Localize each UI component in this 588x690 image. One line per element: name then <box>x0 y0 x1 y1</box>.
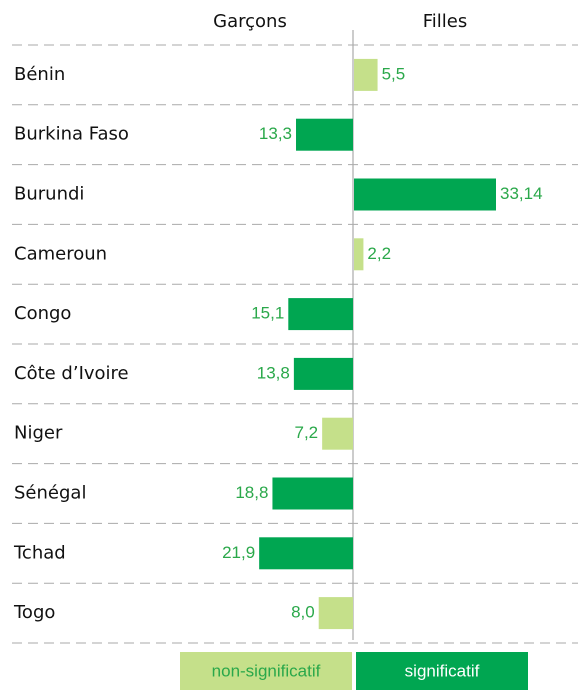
series-header: Garçons <box>213 11 287 32</box>
bar <box>272 477 353 510</box>
series-header: Filles <box>423 11 468 32</box>
value-label: 7,2 <box>295 423 319 442</box>
category-label: Niger <box>14 423 63 444</box>
value-label: 21,9 <box>222 543 255 562</box>
bar <box>293 357 353 390</box>
bar <box>354 58 378 91</box>
category-label: Sénégal <box>14 483 86 504</box>
legend-swatch <box>180 652 352 690</box>
legend-swatch <box>356 652 528 690</box>
legend-label: non-significatif <box>212 661 321 680</box>
bar <box>288 298 353 331</box>
category-label: Cameroun <box>14 243 107 264</box>
value-label: 33,14 <box>500 184 543 203</box>
bar <box>318 597 353 630</box>
bar <box>354 178 496 211</box>
bar <box>259 537 353 570</box>
category-label: Congo <box>14 303 71 324</box>
bar <box>296 118 353 151</box>
value-label: 15,1 <box>251 304 284 323</box>
bar <box>322 417 353 450</box>
value-label: 5,5 <box>382 64 406 83</box>
category-label: Burundi <box>14 184 84 205</box>
category-label: Togo <box>13 602 55 623</box>
value-label: 13,8 <box>257 363 290 382</box>
value-label: 2,2 <box>367 244 391 263</box>
value-label: 13,3 <box>259 124 292 143</box>
category-label: Tchad <box>13 542 66 563</box>
category-label: Bénin <box>14 64 65 85</box>
category-label: Burkina Faso <box>14 124 129 145</box>
bar <box>354 238 364 271</box>
legend-label: significatif <box>405 661 480 680</box>
category-label: Côte d’Ivoire <box>14 363 129 384</box>
value-label: 18,8 <box>235 483 268 502</box>
value-label: 8,0 <box>291 603 315 622</box>
